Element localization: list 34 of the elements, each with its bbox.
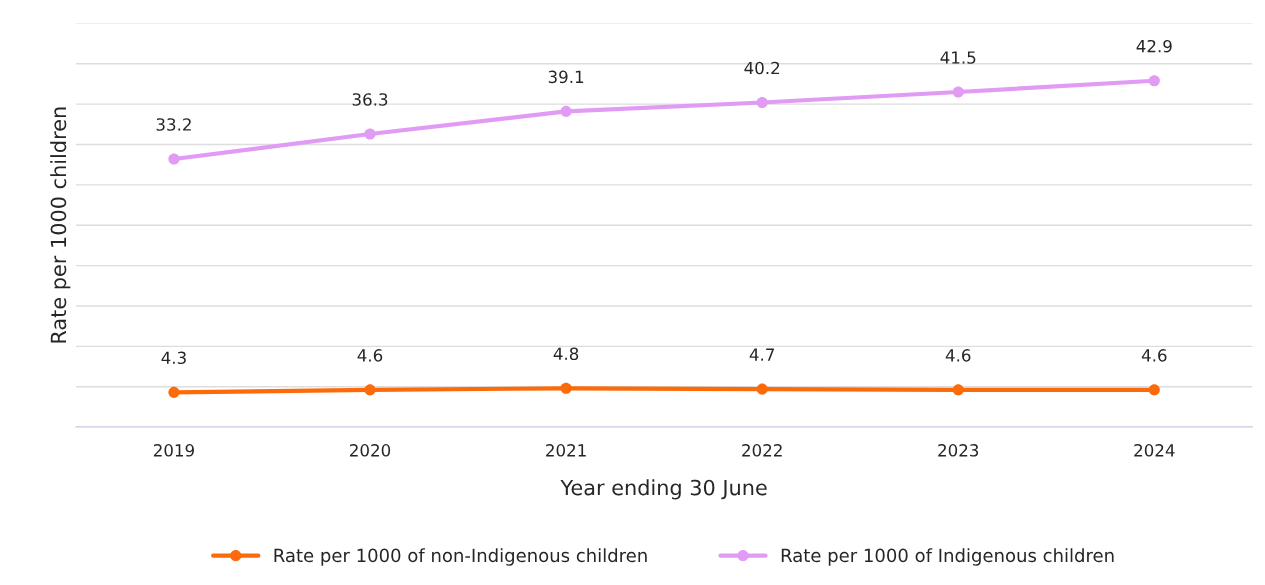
x-tick-label: 2023 xyxy=(938,444,979,457)
point xyxy=(1148,75,1160,87)
point xyxy=(560,105,572,117)
point xyxy=(756,383,768,395)
point xyxy=(1148,384,1160,396)
x-axis-title: Year ending 30 June xyxy=(560,479,767,500)
data-label: 4.6 xyxy=(357,349,383,362)
data-label: 4.6 xyxy=(945,349,971,362)
data-label: 4.7 xyxy=(749,348,774,361)
legend-label: Rate per 1000 of Indigenous children xyxy=(781,548,1114,566)
x-tick-label: 2021 xyxy=(546,444,586,457)
point xyxy=(364,128,376,140)
legend-label: Rate per 1000 of non-Indigenous children xyxy=(274,548,647,566)
y-axis-title: Rate per 1000 children xyxy=(50,107,71,343)
point xyxy=(364,384,376,396)
data-label: 40.2 xyxy=(744,61,780,75)
data-label: 41.5 xyxy=(940,51,976,64)
data-label: 4.8 xyxy=(553,347,579,361)
data-label: 33.2 xyxy=(156,118,191,131)
point xyxy=(168,386,180,398)
x-tick-label: 2022 xyxy=(742,444,782,457)
x-tick-label: 2020 xyxy=(350,444,391,457)
data-label: 36.3 xyxy=(352,93,388,106)
x-tick-label: 2024 xyxy=(1134,444,1175,457)
point xyxy=(952,86,964,98)
data-label: 4.6 xyxy=(1141,349,1167,362)
point xyxy=(168,153,180,165)
data-label: 39.1 xyxy=(548,70,584,84)
point xyxy=(952,384,964,396)
data-label: 4.3 xyxy=(161,351,186,365)
point xyxy=(560,382,572,394)
data-label: 42.9 xyxy=(1136,39,1172,53)
point xyxy=(756,96,768,109)
x-tick-label: 2019 xyxy=(153,444,194,457)
